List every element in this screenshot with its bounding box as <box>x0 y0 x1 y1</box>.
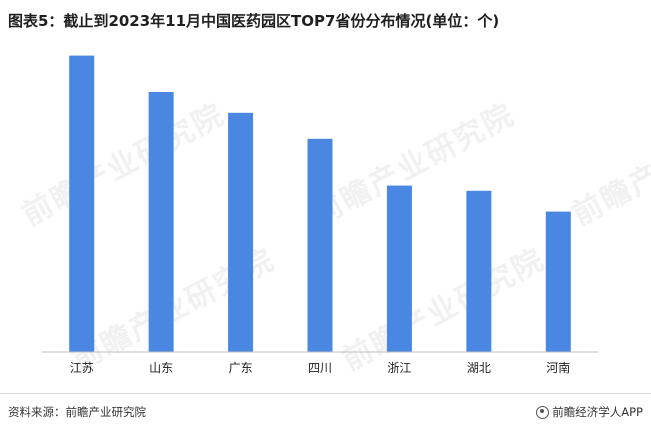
x-tick-label: 江苏 <box>70 361 94 375</box>
x-tick-label: 湖北 <box>467 360 491 375</box>
bar-江苏 <box>69 55 95 352</box>
bars-group <box>69 55 571 352</box>
x-tick-label: 山东 <box>149 361 173 375</box>
brand-label: 前瞻经济学人APP <box>552 405 643 419</box>
x-tick-label: 浙江 <box>387 361 411 375</box>
x-tick-label: 四川 <box>308 361 332 375</box>
x-tick-label: 河南 <box>546 360 570 375</box>
bar-chart: 江苏 山东 广东 四川 浙江 湖北 河南 <box>42 55 598 375</box>
chart-title: 图表5：截止到2023年11月中国医药园区TOP7省份分布情况(单位：个) <box>8 12 500 30</box>
bar-四川 <box>307 138 333 352</box>
bar-山东 <box>148 92 174 352</box>
source-note: 资料来源：前瞻产业研究院 <box>8 405 146 419</box>
x-tick-label: 广东 <box>229 361 253 375</box>
x-tick-labels: 江苏 山东 广东 四川 浙江 湖北 河南 <box>70 360 571 375</box>
bar-广东 <box>228 112 254 352</box>
footer: 资料来源：前瞻产业研究院 前瞻经济学人APP <box>0 393 651 432</box>
brand-logo-icon <box>536 405 550 419</box>
brand-credit: 前瞻经济学人APP <box>536 404 643 420</box>
bar-湖北 <box>466 190 492 352</box>
bar-河南 <box>545 211 571 352</box>
bar-浙江 <box>386 185 412 352</box>
